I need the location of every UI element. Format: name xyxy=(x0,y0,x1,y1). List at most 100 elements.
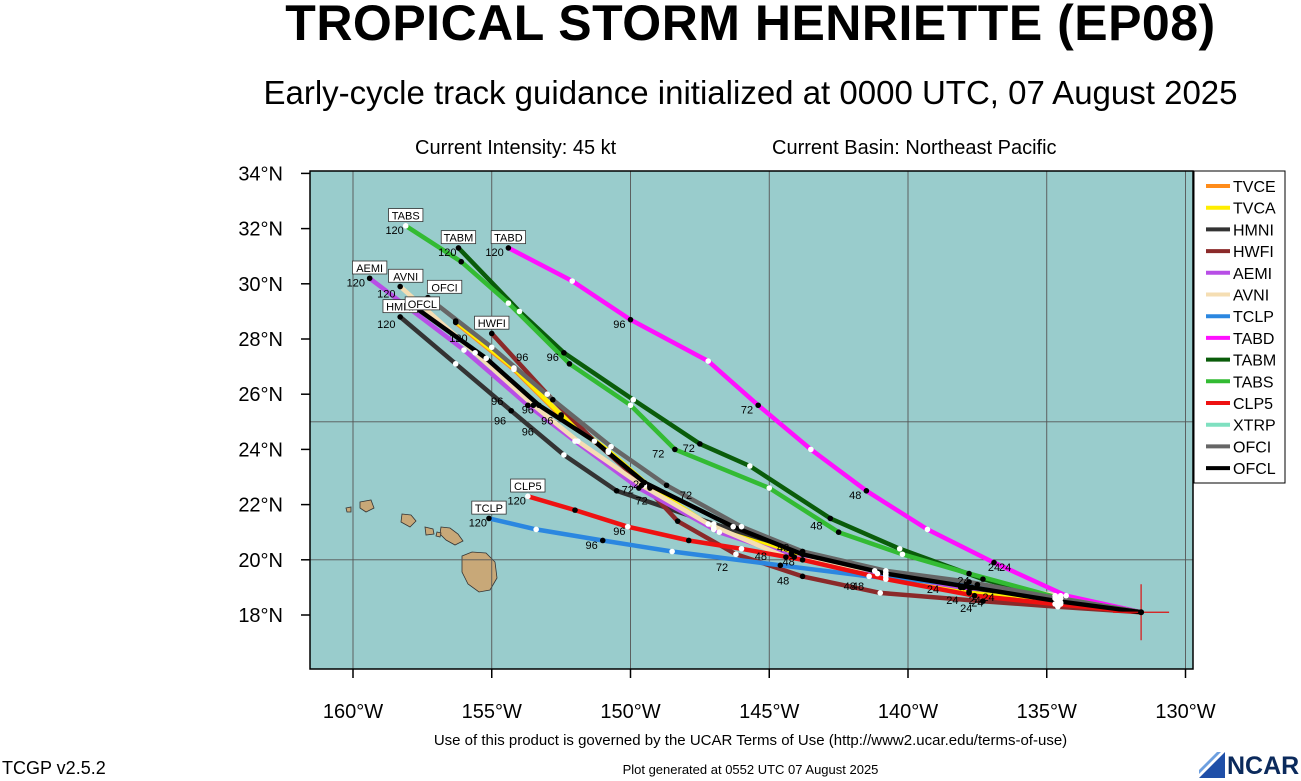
island-1 xyxy=(439,526,464,546)
hour-label-extra-15: 96 xyxy=(522,427,534,439)
legend-label-tclp: TCLP xyxy=(1233,309,1274,326)
x-tick-label-2: 150°W xyxy=(600,701,660,723)
track-point-tvca-5 xyxy=(710,525,717,531)
track-point-tabs-9 xyxy=(505,300,512,306)
ncar-logo-icon xyxy=(1199,752,1225,778)
x-tick-label-4: 140°W xyxy=(878,701,938,723)
hour-label-extra-13: 24 xyxy=(982,592,994,604)
track-point-aemi-9 xyxy=(461,347,467,353)
track-point-hmni-6 xyxy=(613,488,620,494)
ncar-logo-text: NCAR xyxy=(1227,752,1300,780)
track-point-hwfi-3 xyxy=(877,590,884,596)
track-point-ofcl-9 xyxy=(483,355,490,362)
hour-label-extra-8: 24 xyxy=(927,584,939,596)
model-boxes-group: HMNIHWFIAEMIAVNITCLPTABDTABMTABSCLP5OFCI… xyxy=(352,208,546,515)
track-point-tabm-5 xyxy=(747,463,753,469)
legend-label-tvce: TVCE xyxy=(1233,179,1276,196)
x-tick-label-0: 160°W xyxy=(323,701,383,723)
model-box-clp5 xyxy=(510,478,546,493)
y-tick-label-4: 26°N xyxy=(238,384,283,406)
track-point-ofcl-2 xyxy=(969,584,975,591)
hour-label-tclp-1: 96 xyxy=(586,540,598,552)
track-point-tabd-2 xyxy=(991,559,997,566)
hour-label-extra-12: 24 xyxy=(957,576,969,588)
track-point-hmni-9 xyxy=(452,361,459,367)
y-tick-label-3: 24°N xyxy=(238,439,283,461)
track-point-tabs-6 xyxy=(672,446,678,453)
track-point-tabm-7 xyxy=(630,396,637,403)
track-point-ofci-6 xyxy=(663,482,670,489)
track-point-tclp-7 xyxy=(533,526,539,533)
land-group xyxy=(345,499,498,593)
track-point-avni-5 xyxy=(705,521,711,527)
hour-label-tabm-2: 96 xyxy=(547,352,559,364)
model-box-label-tabd: TABD xyxy=(494,233,523,245)
legend-label-tabs: TABS xyxy=(1233,374,1274,391)
y-tick-label-6: 30°N xyxy=(238,274,283,296)
track-point-clp5-8 xyxy=(572,507,578,513)
hour-label-extra-2: 2 xyxy=(633,479,639,491)
track-point-tabm-4 xyxy=(827,515,834,522)
track-point-avni-2 xyxy=(974,581,981,588)
track-point-avni-7 xyxy=(574,438,581,444)
track-point-hwfi-2 xyxy=(980,598,986,604)
track-point-tvca-7 xyxy=(605,447,612,454)
track-point-tabs-3 xyxy=(899,551,906,558)
track-point-aemi-2 xyxy=(957,584,964,591)
hour-label-ofcl-0: 96 xyxy=(522,405,534,417)
track-point-avni-9 xyxy=(472,350,478,356)
track-point-tabd-3 xyxy=(924,526,931,533)
track-point-ofcl-6 xyxy=(641,479,648,486)
hour-label-aemi-0: 120 xyxy=(347,278,365,290)
track-point-tabs-4 xyxy=(835,529,842,535)
track-point-ofci-5 xyxy=(738,523,745,530)
track-point-hwfi-10 xyxy=(488,330,495,337)
y-tick-label-2: 22°N xyxy=(238,495,283,517)
track-point-tclp-8 xyxy=(486,515,492,522)
model-box-tabs xyxy=(388,208,424,222)
hour-label-extra-11: 24 xyxy=(968,595,980,607)
track-point-hmni-8 xyxy=(508,407,514,414)
track-point-clp5-6 xyxy=(685,537,692,544)
model-box-label-tclp: TCLP xyxy=(475,503,503,515)
track-point-ofcl-3 xyxy=(883,570,889,577)
current-basin: Current Basin: Northeast Pacific xyxy=(772,137,1057,159)
hour-label-extra-5: 48 xyxy=(755,551,767,563)
track-point-clp5-5 xyxy=(738,545,745,552)
track-point-clp5-7 xyxy=(624,523,631,530)
track-point-tclp-6 xyxy=(599,537,606,544)
track-point-tabd-8 xyxy=(627,316,634,323)
track-point-tabs-10 xyxy=(458,258,465,265)
hour-label-ofcl-2: 24 xyxy=(971,598,983,610)
hour-label-tabd-0: 24 xyxy=(999,562,1011,574)
model-box-avni xyxy=(388,268,424,283)
ncar-logo: NCAR xyxy=(1197,748,1301,780)
track-point-avni-4 xyxy=(783,554,789,560)
hour-label-extra-0: 72 xyxy=(622,485,634,497)
track-point-clp5-4 xyxy=(799,557,806,563)
track-point-tvca-4 xyxy=(788,550,795,556)
island-2 xyxy=(424,526,435,536)
track-point-tabs-5 xyxy=(766,485,773,491)
track-point-avni-8 xyxy=(530,402,537,409)
hour-label-tabs-3: 120 xyxy=(385,225,403,237)
track-point-tvca-10 xyxy=(452,318,459,324)
hour-label-extra-4: 48 xyxy=(783,556,795,568)
legend-box xyxy=(1193,170,1286,484)
track-point-tabs-2 xyxy=(966,570,972,577)
track-point-avni-3 xyxy=(871,568,878,574)
legend-label-tvca: TVCA xyxy=(1233,201,1276,218)
hour-label-tabd-3: 96 xyxy=(613,319,625,331)
axes-group: 160°W 155°W 150°W 145°W 140°W 135°W 130°W 18°N 2… xyxy=(238,163,1215,723)
model-box-ofcl xyxy=(404,296,440,311)
track-point-hwfi-6 xyxy=(674,518,681,524)
island-0 xyxy=(461,551,498,593)
hour-label-tabs-0: 48 xyxy=(810,520,822,532)
track-point-tvca-2 xyxy=(966,588,972,595)
track-point-aemi-8 xyxy=(525,402,531,409)
track-point-ofcl-4 xyxy=(799,551,806,558)
y-tick-label-0: 18°N xyxy=(238,605,283,627)
hour-label-avni-0: 120 xyxy=(377,289,395,301)
x-tick-label-5: 135°W xyxy=(1017,701,1077,723)
